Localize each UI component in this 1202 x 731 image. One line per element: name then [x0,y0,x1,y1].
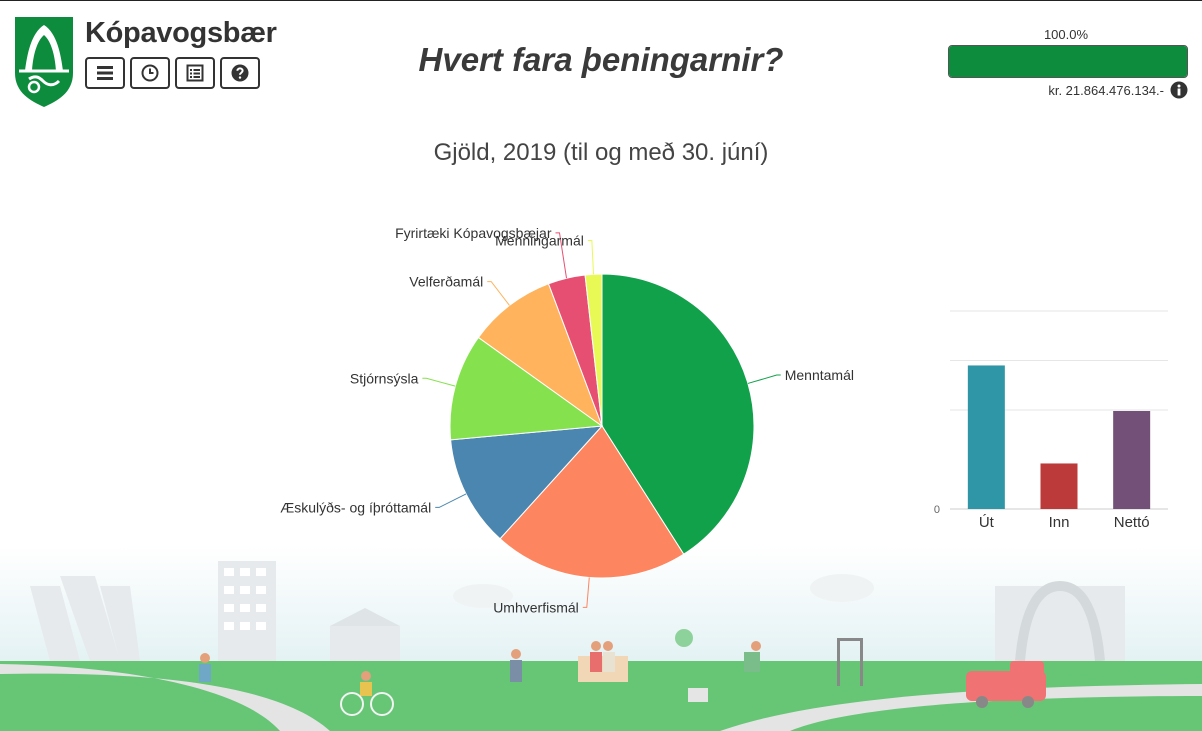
list-button[interactable] [175,57,215,89]
info-icon[interactable] [1170,81,1188,99]
pie-leader-menningarmal [587,239,595,275]
clock-icon [141,64,159,82]
toolbar [85,57,260,89]
total-amount: kr. 21.864.476.134.- [1048,82,1164,98]
menu-button[interactable] [85,57,125,89]
page-title: Hvert fara þeningarnir? [418,41,784,78]
pie-label-stjornsysla: Stjórnsýsla [350,370,419,386]
bar-category-label: Inn [1049,514,1070,531]
help-icon [231,64,249,82]
pie-label-umhverfismal: Umhverfismál [493,599,579,615]
history-button[interactable] [130,57,170,89]
bar-2[interactable] [1113,410,1151,509]
progress-fill [949,46,1187,77]
budget-progress: 100.0% [948,27,1188,78]
progress-bar [948,45,1188,78]
help-button[interactable] [220,57,260,89]
pie-leader-stjornsysla [422,377,456,387]
bar-y-tick-label: 0 [934,504,940,516]
pie-label-fyrirt-ki-kopavogsb-jar: Fyrirtæki Kópavogsbæjar [395,225,552,241]
kopavogur-logo[interactable] [13,15,75,107]
pie-slice-velfer-amal[interactable] [477,283,604,428]
bar-1[interactable] [1040,463,1078,509]
pie-label-menntamal: Menntamál [785,367,854,383]
pie-label-skuly-s-og-i-rottamal: Æskulýðs- og íþróttamál [280,499,431,515]
pie-leader-menntamal [747,374,781,384]
list-icon [186,64,204,82]
pie-leader-velfer-amal [487,281,510,306]
bar-category-label: Nettó [1114,514,1150,531]
brand-name: Kópavogsbær [85,17,277,49]
pie-leader-umhverfismal [582,577,590,608]
total-amount-row: kr. 21.864.476.134.- [1048,81,1188,99]
bar-0[interactable] [967,365,1005,509]
chart-title: Gjöld, 2019 (til og með 30. júní) [433,139,769,166]
pie-label-menningarmal: Menningarmál [495,232,584,248]
pie-label-velfer-amal: Velferðamál [409,274,483,290]
progress-percent: 100.0% [1043,27,1089,42]
menu-icon [97,66,113,80]
bar-category-label: Út [979,514,995,531]
pie-leader-skuly-s-og-i-rottamal [435,493,467,508]
pie-slice-menntamal[interactable] [601,273,755,555]
city-scene-illustration [0,546,1202,731]
pie-leader-fyrirt-ki-kopavogsb-jar [555,232,567,279]
pie-slice-stjornsysla[interactable] [449,336,604,441]
